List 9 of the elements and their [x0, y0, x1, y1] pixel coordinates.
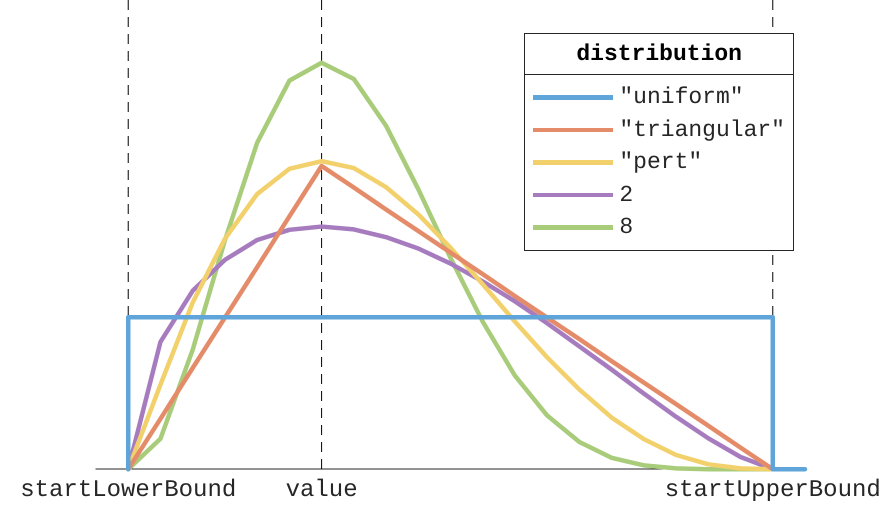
legend-label: "triangular" [619, 116, 785, 143]
legend-label: 8 [619, 214, 634, 240]
legend-title: distribution [575, 40, 743, 69]
x-tick-label: startUpperBound [664, 476, 881, 504]
legend-label: "pert" [619, 149, 702, 176]
x-tick-label: value [286, 476, 358, 504]
x-tick-label: startLowerBound [20, 476, 236, 504]
legend-label: "uniform" [619, 84, 744, 110]
legend-label: 2 [619, 182, 634, 208]
